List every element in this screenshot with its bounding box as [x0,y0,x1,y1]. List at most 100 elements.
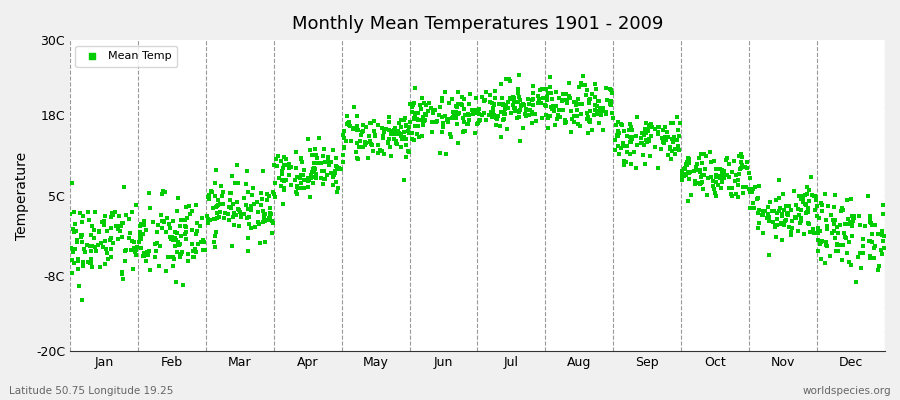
Point [496,117,510,123]
Point [471,120,485,126]
Point [485,114,500,121]
Point [419,112,434,118]
Point [73,234,87,240]
Point [734,150,748,157]
Point [209,228,223,235]
Point [518,107,533,114]
Point [293,154,308,161]
Point [747,205,761,211]
Point [690,180,705,186]
Point [153,243,167,249]
Point [591,98,606,104]
Point [456,119,471,126]
Point [222,204,237,210]
Point [207,180,221,187]
Point [446,108,461,115]
Point [170,208,184,214]
Point [495,95,509,102]
Point [606,114,620,121]
Point [330,164,345,170]
Point [149,248,164,255]
Point [726,158,741,165]
Point [96,222,111,229]
Point [306,160,320,166]
Point [737,164,751,170]
Point [71,258,86,264]
Point [501,98,516,105]
Point [283,165,297,172]
Point [596,127,610,134]
Point [120,211,134,218]
Point [543,74,557,80]
Point [637,142,652,148]
Point [876,202,890,208]
Point [863,238,878,244]
Point [801,205,815,212]
Point [862,238,877,244]
Point [384,131,399,138]
Point [843,196,858,202]
Point [260,216,274,223]
Point [468,130,482,136]
Point [163,234,177,240]
Point [740,159,754,165]
Point [711,182,725,188]
Point [308,166,322,172]
Point [291,184,305,191]
Point [777,207,791,213]
Point [722,174,736,180]
Point [73,232,87,239]
Point [760,211,775,218]
Point [87,208,102,215]
Point [661,134,675,140]
Point [279,162,293,168]
Point [571,96,585,102]
Point [211,202,225,209]
Point [115,234,130,240]
Text: Latitude 50.75 Longitude 19.25: Latitude 50.75 Longitude 19.25 [9,386,174,396]
Point [358,139,373,146]
Point [522,101,536,108]
Point [796,196,810,202]
Point [581,96,596,103]
Point [263,213,277,220]
Point [774,221,788,228]
Point [781,210,796,217]
Point [371,122,385,128]
Point [588,102,602,108]
Point [539,85,554,92]
Point [608,146,622,153]
Point [719,172,733,178]
Point [338,145,352,152]
Point [318,176,332,183]
Point [800,209,814,215]
Point [445,96,459,102]
Point [115,220,130,226]
Point [251,208,266,215]
Point [550,116,564,122]
Point [403,100,418,107]
Point [734,165,748,172]
Point [659,136,673,143]
Point [560,100,574,106]
Point [222,197,237,203]
Point [450,140,464,146]
Point [701,174,716,181]
Point [697,172,711,178]
Point [529,118,544,124]
Point [418,102,433,109]
Point [239,215,254,222]
Point [297,176,311,183]
Point [778,218,793,224]
Point [277,154,292,160]
Point [715,170,729,177]
Point [578,82,592,88]
Point [642,126,656,132]
Point [535,115,549,122]
Point [707,158,722,164]
Point [411,117,426,124]
Point [477,110,491,117]
Point [734,162,749,168]
Point [598,84,613,91]
Point [218,210,232,216]
